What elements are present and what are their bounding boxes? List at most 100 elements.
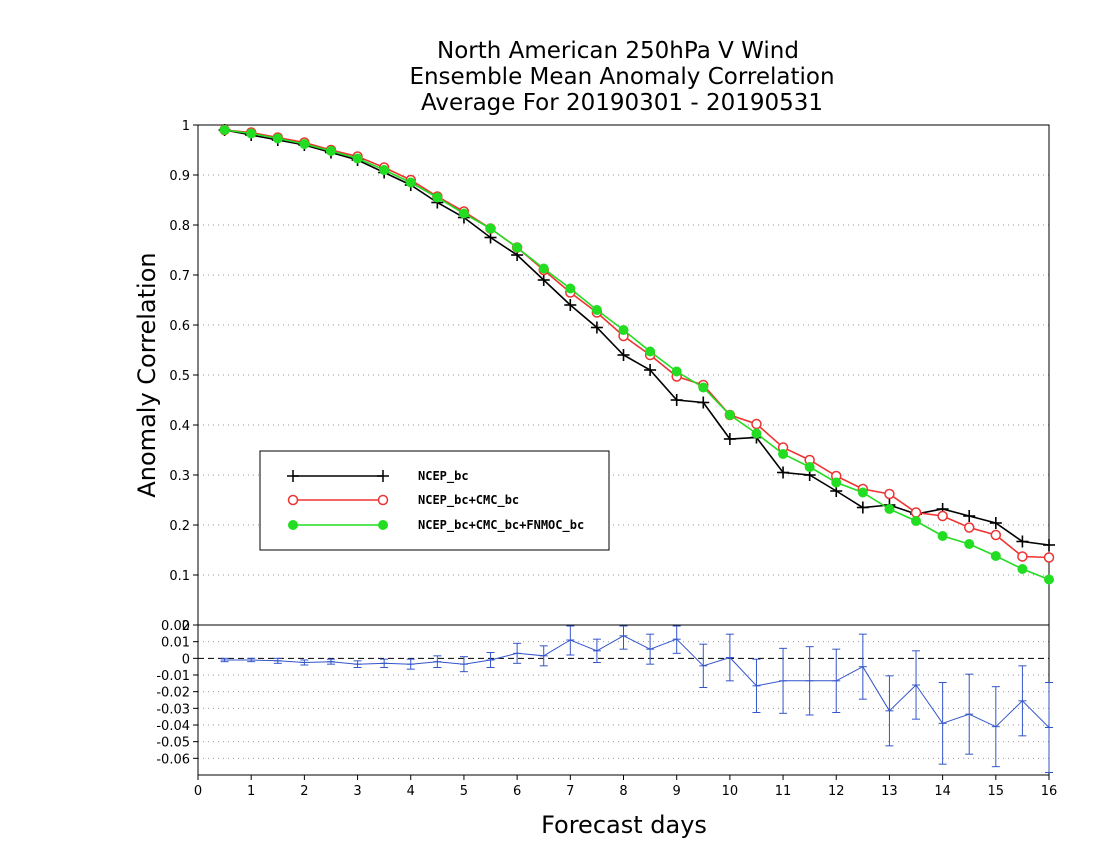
error-bar — [380, 658, 389, 668]
error-bar — [539, 645, 548, 667]
top-y-tick-label: 0 — [182, 619, 190, 634]
point-ncep-bc-cmc-bc-fnmoc-bc — [751, 428, 762, 439]
bottom-y-tick-label: 0.02 — [161, 619, 190, 634]
legend-marker-ncep-cmc-right — [377, 494, 389, 506]
error-bar — [779, 647, 788, 714]
point-ncep-bc-cmc-bc-fnmoc-bc — [618, 325, 629, 335]
x-tick-label: 4 — [407, 784, 415, 799]
chart-title: North American 250hPa V Wind Ensemble Me… — [409, 38, 834, 116]
point-ncep-bc-cmc-bc — [937, 510, 948, 522]
point-ncep-bc-cmc-bc-fnmoc-bc — [565, 283, 576, 294]
error-bar — [1018, 665, 1027, 737]
point-ncep-bc — [617, 349, 630, 361]
error-bar — [885, 675, 894, 747]
point-ncep-bc-cmc-bc-fnmoc-bc — [884, 504, 895, 514]
point-ncep-bc-cmc-bc-fnmoc-bc — [857, 487, 868, 498]
x-tick-label: 7 — [566, 784, 574, 799]
point-ncep-bc-cmc-bc-fnmoc-bc — [1044, 574, 1054, 585]
error-bar — [832, 648, 841, 713]
point-ncep-bc-cmc-bc-fnmoc-bc — [246, 128, 257, 139]
bottom-y-tick-label: -0.05 — [156, 736, 190, 751]
error-bar — [220, 657, 229, 663]
error-bar — [273, 657, 282, 664]
error-bar — [592, 638, 601, 663]
point-ncep-bc-cmc-bc-fnmoc-bc — [698, 382, 709, 393]
point-ncep-bc-cmc-bc-fnmoc-bc — [964, 539, 975, 549]
point-ncep-bc-cmc-bc — [963, 522, 975, 533]
bottom-y-tick-label: 0 — [182, 652, 190, 667]
point-ncep-bc-cmc-bc-fnmoc-bc — [299, 139, 310, 149]
error-bar — [433, 655, 442, 668]
point-ncep-bc-cmc-bc-fnmoc-bc — [458, 208, 469, 219]
point-ncep-bc-cmc-bc — [884, 488, 895, 500]
x-tick-label: 11 — [775, 784, 792, 799]
point-ncep-bc — [697, 396, 710, 409]
point-ncep-bc — [963, 510, 976, 522]
point-ncep-bc — [723, 433, 736, 445]
top-panel-y-ticks: 0 0.1 0.2 0.3 0.4 0.5 0.6 0.7 0.8 0.9 1 — [169, 119, 198, 634]
legend-marker-ncep-right — [377, 470, 389, 482]
difference-line — [224, 635, 1050, 728]
x-tick-label: 5 — [460, 784, 468, 799]
error-bar — [406, 658, 415, 670]
top-y-tick-label: 0.3 — [169, 469, 190, 484]
legend: NCEP_bc NCEP_bc+CMC_bc NCEP_bc+CMC_bc+FN… — [259, 450, 610, 551]
title-line-1: North American 250hPa V Wind — [437, 38, 799, 64]
x-tick-label: 16 — [1041, 784, 1058, 799]
point-ncep-bc-cmc-bc-fnmoc-bc — [485, 223, 496, 234]
point-ncep-bc-cmc-bc-fnmoc-bc — [724, 410, 735, 420]
error-bar — [459, 656, 468, 673]
point-ncep-bc-cmc-bc-fnmoc-bc — [272, 133, 283, 144]
error-bar — [646, 633, 655, 665]
point-ncep-bc-cmc-bc-fnmoc-bc — [219, 125, 230, 135]
x-tick-label: 14 — [934, 784, 951, 799]
point-ncep-bc-cmc-bc-fnmoc-bc — [990, 551, 1001, 561]
legend-label-ncep: NCEP_bc — [418, 469, 469, 484]
x-tick-label: 1 — [247, 784, 255, 799]
error-bar — [353, 660, 362, 668]
error-bar — [858, 633, 867, 700]
top-y-tick-label: 0.4 — [169, 419, 190, 434]
point-ncep-bc — [1043, 539, 1055, 551]
point-ncep-bc — [537, 274, 550, 286]
bottom-panel-series — [220, 625, 1053, 773]
title-line-2: Ensemble Mean Anomaly Correlation — [409, 64, 834, 90]
x-axis-ticks: 0 1 2 3 4 5 6 7 8 9 10 11 12 13 14 15 16 — [194, 775, 1057, 799]
bottom-y-tick-label: 0.01 — [161, 636, 190, 651]
x-tick-label: 9 — [673, 784, 681, 799]
point-ncep-bc — [777, 466, 790, 479]
point-ncep-bc-cmc-bc-fnmoc-bc — [512, 242, 523, 253]
top-y-tick-label: 1 — [182, 119, 190, 134]
error-bar — [912, 650, 921, 720]
error-bar — [300, 659, 309, 666]
point-ncep-bc — [670, 394, 683, 406]
point-ncep-bc-cmc-bc — [990, 529, 1002, 541]
top-y-tick-label: 0.5 — [169, 369, 190, 384]
top-panel-series — [218, 124, 1055, 585]
legend-label-ncep-cmc-fnmoc: NCEP_bc+CMC_bc+FNMOC_bc — [418, 518, 584, 533]
bottom-y-tick-label: -0.03 — [156, 702, 190, 717]
top-y-tick-label: 0.8 — [169, 219, 190, 234]
error-bar — [326, 658, 335, 665]
point-ncep-bc — [1016, 535, 1029, 548]
point-ncep-bc — [644, 364, 657, 376]
point-ncep-bc-cmc-bc-fnmoc-bc — [778, 449, 789, 459]
legend-marker-ncep-cmc-fnmoc-left — [288, 520, 298, 530]
bottom-y-tick-label: -0.02 — [156, 686, 190, 701]
top-y-tick-label: 0.6 — [169, 319, 190, 334]
point-ncep-bc-cmc-bc-fnmoc-bc — [671, 366, 682, 377]
legend-label-ncep-cmc: NCEP_bc+CMC_bc — [418, 493, 519, 508]
point-ncep-bc-cmc-bc — [910, 507, 922, 518]
point-ncep-bc-cmc-bc — [1043, 552, 1055, 563]
error-bar — [486, 652, 495, 668]
point-ncep-bc-cmc-bc-fnmoc-bc — [591, 305, 602, 315]
error-bar — [752, 658, 761, 713]
point-ncep-bc-cmc-bc-fnmoc-bc — [1017, 564, 1028, 574]
legend-marker-ncep-left — [287, 470, 299, 482]
point-ncep-bc-cmc-bc — [751, 418, 762, 430]
top-y-tick-label: 0.7 — [169, 269, 190, 284]
point-ncep-bc-cmc-bc-fnmoc-bc — [804, 462, 815, 472]
bottom-y-tick-label: -0.06 — [156, 752, 190, 767]
x-tick-label: 8 — [619, 784, 627, 799]
